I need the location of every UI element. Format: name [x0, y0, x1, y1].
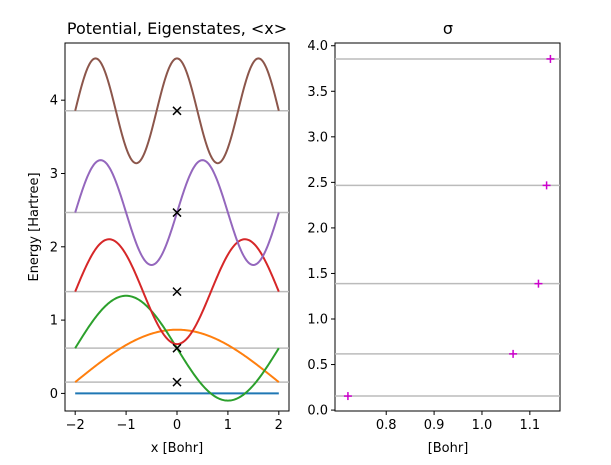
y-tick-label: 2.0 [307, 221, 328, 236]
y-tick-label: 0.5 [307, 358, 328, 373]
left-series [74, 57, 280, 402]
x-tick-label: −1 [117, 418, 136, 433]
left-plot-frame [64, 42, 290, 412]
y-tick-label: 2.5 [307, 176, 328, 191]
expectation-x-marker [172, 208, 182, 218]
right-energy-levels [335, 58, 560, 397]
right-x-label: [Bohr] [428, 441, 469, 456]
sigma-plus-marker [546, 54, 555, 63]
y-tick-label: 1.0 [307, 313, 328, 328]
right-panel: σ 0.8 0.9 1.0 1.1 0.0 0.5 1.0 1.5 2.0 2.5 3.0 3.5 4… [307, 19, 561, 456]
y-tick-label: 3 [50, 167, 58, 182]
x-tick-label: 1.1 [519, 418, 540, 433]
left-y-ticks: 0 1 2 3 4 [50, 94, 65, 402]
x-tick-label: 0.9 [424, 418, 445, 433]
y-tick-label: 4 [50, 94, 58, 109]
eigenstate-1-line [74, 328, 280, 383]
x-tick-label: 0 [173, 418, 181, 433]
y-tick-label: 3.5 [307, 85, 328, 100]
left-x-ticks: −2 −1 0 1 2 [66, 411, 283, 433]
sigma-plus-marker [343, 392, 352, 401]
expectation-x-marker [172, 287, 182, 297]
eigenstate-5-line [74, 57, 280, 165]
eigenstate-3-line [74, 238, 280, 346]
y-tick-label: 1.5 [307, 267, 328, 282]
x-tick-label: 1.0 [472, 418, 493, 433]
right-plot-frame [334, 42, 561, 412]
x-tick-label: 2 [275, 418, 283, 433]
y-tick-label: 2 [50, 240, 58, 255]
right-y-ticks: 0.0 0.5 1.0 1.5 2.0 2.5 3.0 3.5 4.0 [307, 39, 335, 419]
x-tick-label: 0.8 [376, 418, 397, 433]
left-expectation-markers [172, 106, 182, 387]
right-title: σ [443, 19, 453, 38]
expectation-x-marker [172, 343, 182, 353]
left-x-label: x [Bohr] [151, 441, 203, 456]
y-tick-label: 0.0 [307, 404, 328, 419]
expectation-x-marker [172, 106, 182, 116]
y-tick-label: 3.0 [307, 130, 328, 145]
y-tick-label: 4.0 [307, 39, 328, 54]
left-panel: Potential, Eigenstates, <x> −2 −1 0 1 2 0 1 2 3… [27, 19, 290, 456]
sigma-plus-marker [534, 279, 543, 288]
left-y-label: Energy [Hartree] [27, 172, 42, 281]
right-x-ticks: 0.8 0.9 1.0 1.1 [376, 411, 540, 433]
x-tick-label: −2 [66, 418, 85, 433]
expectation-x-marker [172, 377, 182, 387]
right-sigma-markers [343, 54, 555, 401]
x-tick-label: 1 [224, 418, 232, 433]
sigma-plus-marker [509, 349, 518, 358]
y-tick-label: 0 [50, 387, 58, 402]
y-tick-label: 1 [50, 314, 58, 329]
left-title: Potential, Eigenstates, <x> [67, 19, 287, 38]
sigma-plus-marker [542, 181, 551, 190]
